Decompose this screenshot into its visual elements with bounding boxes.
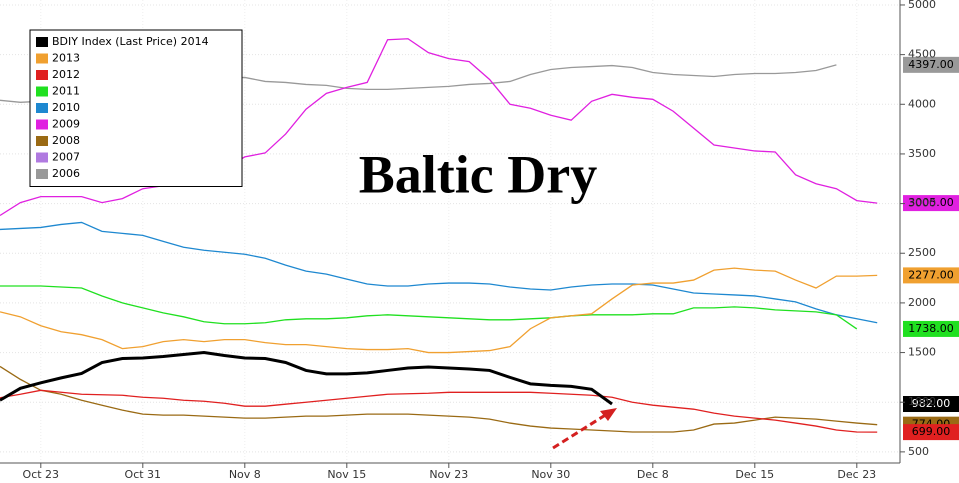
value-label-box [903,424,959,441]
legend-swatch [36,169,48,179]
legend-box [29,29,243,187]
y-tick-label: 5000 [908,0,936,11]
x-tick-label: Dec 8 [637,468,669,481]
y-tick-label: 4000 [908,97,936,110]
legend-label: 2008 [52,134,80,147]
value-labels: 4397.00774.003005.001738.00699.002277.00… [903,56,959,441]
value-label: 2277.00 [908,268,954,281]
legend-label: 2013 [52,52,80,65]
legend-swatch [36,103,48,113]
x-tick-label: Dec 15 [735,468,774,481]
value-label: 3005.00 [908,196,954,209]
x-tick-label: Oct 31 [125,468,162,481]
annotation: Baltic Dry [359,144,597,204]
legend-swatch [36,152,48,163]
x-tick-label: Nov 15 [327,468,366,481]
y-tick-label: 2500 [908,246,936,259]
legend-label: 2011 [52,85,80,98]
value-label-box [903,56,959,73]
legend-label: BDIY Index (Last Price) 2014 [52,35,209,48]
series-line [0,389,878,433]
legend: BDIY Index (Last Price) 2014 2013 2012 2011… [29,29,243,187]
arrow-head [600,408,617,421]
legend-label: 2006 [52,167,80,180]
legend-swatch [36,86,48,97]
series-line [0,38,878,217]
y-tick-label: 1000 [908,395,936,408]
legend-swatch [36,119,48,130]
legend-swatch [36,136,48,146]
y-tick-label: 4500 [908,48,936,61]
legend-label: 2009 [52,118,80,131]
lines [0,38,878,433]
x-tick-label: Nov 30 [531,468,570,481]
y-tick-label: 3000 [908,197,936,210]
legend-swatch [36,70,48,80]
series-line [0,285,858,330]
value-label-box [903,396,959,413]
y-tick-label: 3500 [908,147,936,160]
x-tick-label: Nov 23 [429,468,468,481]
value-label: 699.00 [912,425,951,438]
x-tick-label: Oct 23 [23,468,60,481]
y-tick-label: 500 [908,445,929,458]
value-label-box [903,320,959,337]
series-line [0,351,613,406]
legend-label: 2007 [52,151,80,164]
value-label-box [903,195,959,212]
x-tick-label: Nov 8 [229,468,261,481]
legend-swatch [36,53,48,64]
series-line [0,267,878,354]
series-line [0,365,878,433]
legend-swatch [36,37,48,47]
legend-label: 2010 [52,101,80,114]
value-label-box [903,267,959,284]
value-label: 4397.00 [908,58,954,71]
y-tick-label: 2000 [908,296,936,309]
x-tick-label: Dec 23 [837,468,876,481]
value-label: 982.00 [912,397,951,410]
series-line [0,221,878,324]
legend-label: 2012 [52,68,80,81]
value-label: 1738.00 [908,322,954,335]
y-tick-label: 1500 [908,346,936,359]
